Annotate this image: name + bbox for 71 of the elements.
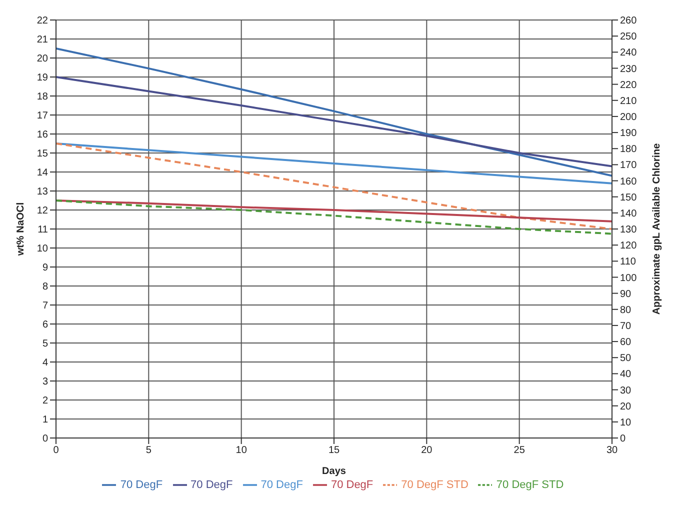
y-tick-label: 13 [36,186,48,198]
y-tick-label: 7 [42,300,48,312]
y2-tick-label: 60 [620,337,632,348]
legend-label: 70 DegF [190,478,233,491]
y-tick-label: 1 [42,414,48,426]
x-tick-label: 5 [146,445,152,456]
line-series [56,48,612,177]
y2-tick-label: 140 [620,208,638,220]
y-tick-label: 12 [36,206,48,217]
y2-tick-label: 10 [620,417,632,428]
y2-tick-label: 230 [620,64,638,75]
line-series [56,200,612,235]
y-tick-label: 15 [36,148,48,160]
y-axis-title: wt% NaOCl [16,202,27,257]
line-series [56,142,612,184]
y-tick-label: 0 [42,434,48,445]
y2-tick-label: 170 [620,160,638,172]
y2-tick-label: 250 [620,32,638,43]
y-tick-label: 14 [36,168,48,179]
y2-tick-label: 200 [620,112,638,124]
legend-label: 70 DegF [260,478,303,491]
x-tick-label: 30 [606,445,618,456]
y2-tick-label: 260 [620,16,638,27]
y2-tick-label: 30 [620,385,632,396]
y2-tick-label: 110 [620,256,636,268]
y2-tick-label: 90 [620,288,632,300]
y-tick-label: 16 [36,130,48,141]
y-tick-label: 8 [42,282,48,293]
y2-tick-label: 190 [620,128,638,140]
y-tick-label: 3 [42,376,48,388]
y-tick-label: 9 [42,262,48,274]
x-tick-label: 15 [328,445,340,456]
legend-label: 70 DegF STD [496,478,564,491]
y-tick-label: 17 [36,110,48,122]
y2-tick-label: 240 [620,48,638,59]
y2-tick-label: 80 [620,304,632,316]
y-tick-label: 4 [42,358,48,369]
line-series [56,76,612,168]
x-tick-label: 25 [514,445,526,456]
y-tick-label: 22 [36,16,48,27]
y2-tick-label: 0 [620,434,626,445]
legend-label: 70 DegF [330,478,374,491]
y2-tick-label: 50 [620,353,632,364]
y2-tick-label: 100 [620,272,638,284]
y2-tick-label: 150 [620,192,638,204]
y-tick-label: 2 [42,396,48,407]
y2-tick-label: 40 [620,369,632,380]
y-tick-label: 19 [36,72,48,84]
y2-tick-label: 130 [620,224,638,236]
line-series [56,142,612,230]
y2-tick-label: 70 [620,321,632,332]
y2-tick-label: 20 [620,401,632,412]
y2-tick-label: 180 [620,144,638,156]
legend-label: 70 DegF [120,478,163,491]
y2-axis-title: Approximate gpL Available Chlorine [652,142,663,315]
y2-tick-label: 210 [620,96,638,107]
y-tick-label: 20 [36,54,48,65]
y-tick-label: 5 [42,338,48,350]
y-tick-label: 18 [36,92,48,103]
y2-tick-label: 160 [620,176,638,188]
x-tick-label: 20 [421,445,433,456]
y-tick-label: 21 [36,34,48,46]
y2-tick-label: 120 [620,240,638,252]
y-tick-label: 6 [42,320,48,331]
legend-label: 70 DegF STD [401,478,468,491]
y2-tick-label: 220 [620,80,638,91]
x-axis-title: Days [322,466,346,477]
y-tick-label: 11 [38,224,48,236]
y-tick-label: 10 [36,244,48,255]
x-tick-label: 10 [236,445,248,456]
x-tick-label: 0 [53,445,60,456]
